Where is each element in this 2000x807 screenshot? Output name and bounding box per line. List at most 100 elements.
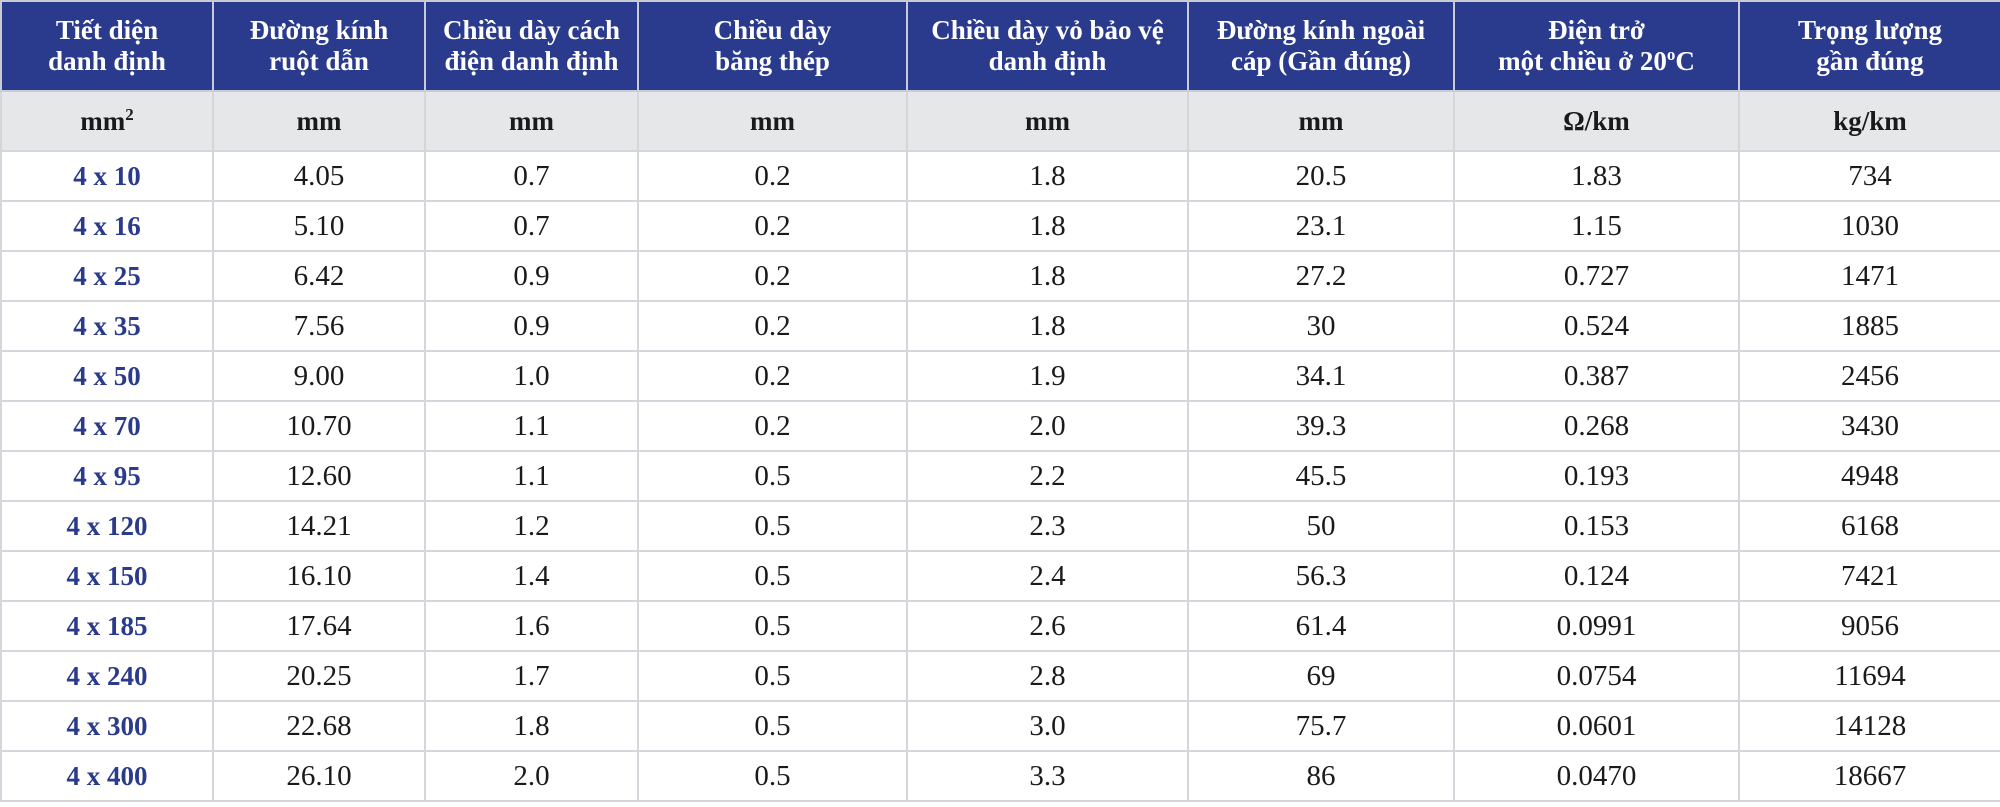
cell-approx-weight: 7421 [1738, 550, 2000, 602]
cell-size: 4 x 25 [0, 250, 214, 302]
cell-steel-tape-thickness: 0.5 [637, 700, 908, 752]
cell-overall-diameter: 45.5 [1187, 450, 1455, 502]
cell-dc-resistance: 0.268 [1453, 400, 1740, 452]
table-row: 4 x 300 22.68 1.8 0.5 3.0 75.7 0.0601 14128 [0, 700, 2000, 752]
cell-approx-weight: 18667 [1738, 750, 2000, 802]
cell-overall-diameter: 50 [1187, 500, 1455, 552]
unit-conductor-diameter: mm [212, 90, 426, 152]
table-row: 4 x 150 16.10 1.4 0.5 2.4 56.3 0.124 7421 [0, 550, 2000, 602]
cell-insulation-thickness: 1.7 [424, 650, 639, 702]
cell-steel-tape-thickness: 0.5 [637, 500, 908, 552]
cell-conductor-diameter: 4.05 [212, 150, 426, 202]
cell-approx-weight: 6168 [1738, 500, 2000, 552]
cell-dc-resistance: 0.727 [1453, 250, 1740, 302]
cell-conductor-diameter: 17.64 [212, 600, 426, 652]
cell-conductor-diameter: 20.25 [212, 650, 426, 702]
cell-sheath-thickness: 2.4 [906, 550, 1189, 602]
cell-size: 4 x 50 [0, 350, 214, 402]
cell-overall-diameter: 20.5 [1187, 150, 1455, 202]
header-steel-tape-thickness: Chiều dày băng thép [637, 0, 908, 92]
units-row: mm2 mm mm mm mm mm Ω/km kg/km [0, 90, 2000, 152]
cell-approx-weight: 9056 [1738, 600, 2000, 652]
cell-steel-tape-thickness: 0.2 [637, 150, 908, 202]
cell-approx-weight: 1885 [1738, 300, 2000, 352]
cell-size: 4 x 10 [0, 150, 214, 202]
unit-insulation-thickness: mm [424, 90, 639, 152]
cell-approx-weight: 1471 [1738, 250, 2000, 302]
cell-approx-weight: 11694 [1738, 650, 2000, 702]
unit-sheath-thickness: mm [906, 90, 1189, 152]
cell-size: 4 x 95 [0, 450, 214, 502]
cell-sheath-thickness: 1.9 [906, 350, 1189, 402]
cell-sheath-thickness: 3.3 [906, 750, 1189, 802]
cell-steel-tape-thickness: 0.5 [637, 650, 908, 702]
cell-overall-diameter: 69 [1187, 650, 1455, 702]
table-row: 4 x 70 10.70 1.1 0.2 2.0 39.3 0.268 3430 [0, 400, 2000, 452]
table-row: 4 x 10 4.05 0.7 0.2 1.8 20.5 1.83 734 [0, 150, 2000, 202]
cell-size: 4 x 16 [0, 200, 214, 252]
cell-size: 4 x 185 [0, 600, 214, 652]
unit-overall-diameter: mm [1187, 90, 1455, 152]
header-conductor-diameter: Đường kính ruột dẫn [212, 0, 426, 92]
cell-size: 4 x 300 [0, 700, 214, 752]
cell-overall-diameter: 39.3 [1187, 400, 1455, 452]
cell-steel-tape-thickness: 0.5 [637, 600, 908, 652]
unit-resistance: Ω/km [1453, 90, 1740, 152]
cell-dc-resistance: 0.524 [1453, 300, 1740, 352]
unit-area: mm2 [0, 90, 214, 152]
cell-overall-diameter: 56.3 [1187, 550, 1455, 602]
cell-steel-tape-thickness: 0.5 [637, 750, 908, 802]
cell-insulation-thickness: 1.1 [424, 450, 639, 502]
cell-dc-resistance: 0.153 [1453, 500, 1740, 552]
cell-dc-resistance: 0.193 [1453, 450, 1740, 502]
cell-conductor-diameter: 26.10 [212, 750, 426, 802]
cell-sheath-thickness: 3.0 [906, 700, 1189, 752]
cell-insulation-thickness: 1.8 [424, 700, 639, 752]
table-body: 4 x 10 4.05 0.7 0.2 1.8 20.5 1.83 734 4 x 16 5.10… [0, 150, 2000, 802]
cell-overall-diameter: 34.1 [1187, 350, 1455, 402]
cell-dc-resistance: 0.0991 [1453, 600, 1740, 652]
cell-dc-resistance: 0.0754 [1453, 650, 1740, 702]
cell-insulation-thickness: 1.1 [424, 400, 639, 452]
header-overall-diameter: Đường kính ngoài cáp (Gần đúng) [1187, 0, 1455, 92]
cell-approx-weight: 1030 [1738, 200, 2000, 252]
cell-size: 4 x 35 [0, 300, 214, 352]
cell-dc-resistance: 1.15 [1453, 200, 1740, 252]
cell-insulation-thickness: 0.7 [424, 200, 639, 252]
cell-sheath-thickness: 1.8 [906, 200, 1189, 252]
cell-sheath-thickness: 2.3 [906, 500, 1189, 552]
cell-approx-weight: 734 [1738, 150, 2000, 202]
cell-dc-resistance: 0.0601 [1453, 700, 1740, 752]
cell-steel-tape-thickness: 0.2 [637, 200, 908, 252]
cell-overall-diameter: 23.1 [1187, 200, 1455, 252]
cell-size: 4 x 70 [0, 400, 214, 452]
cell-insulation-thickness: 2.0 [424, 750, 639, 802]
table-row: 4 x 185 17.64 1.6 0.5 2.6 61.4 0.0991 9056 [0, 600, 2000, 652]
cell-conductor-diameter: 10.70 [212, 400, 426, 452]
cell-insulation-thickness: 0.9 [424, 300, 639, 352]
header-nominal-area: Tiết diện danh định [0, 0, 214, 92]
table-row: 4 x 95 12.60 1.1 0.5 2.2 45.5 0.193 4948 [0, 450, 2000, 502]
cell-size: 4 x 150 [0, 550, 214, 602]
cell-size: 4 x 240 [0, 650, 214, 702]
unit-steel-tape-thickness: mm [637, 90, 908, 152]
cell-steel-tape-thickness: 0.5 [637, 550, 908, 602]
header-sheath-thickness: Chiều dày vỏ bảo vệ danh định [906, 0, 1189, 92]
cell-insulation-thickness: 0.7 [424, 150, 639, 202]
cell-conductor-diameter: 14.21 [212, 500, 426, 552]
cell-insulation-thickness: 1.0 [424, 350, 639, 402]
cell-sheath-thickness: 1.8 [906, 300, 1189, 352]
cell-dc-resistance: 0.0470 [1453, 750, 1740, 802]
cell-sheath-thickness: 2.0 [906, 400, 1189, 452]
cell-steel-tape-thickness: 0.2 [637, 350, 908, 402]
cell-sheath-thickness: 1.8 [906, 150, 1189, 202]
cell-insulation-thickness: 1.4 [424, 550, 639, 602]
cell-approx-weight: 3430 [1738, 400, 2000, 452]
table-row: 4 x 240 20.25 1.7 0.5 2.8 69 0.0754 11694 [0, 650, 2000, 702]
cell-conductor-diameter: 5.10 [212, 200, 426, 252]
cell-overall-diameter: 75.7 [1187, 700, 1455, 752]
cell-conductor-diameter: 6.42 [212, 250, 426, 302]
table-row: 4 x 16 5.10 0.7 0.2 1.8 23.1 1.15 1030 [0, 200, 2000, 252]
cell-dc-resistance: 0.387 [1453, 350, 1740, 402]
